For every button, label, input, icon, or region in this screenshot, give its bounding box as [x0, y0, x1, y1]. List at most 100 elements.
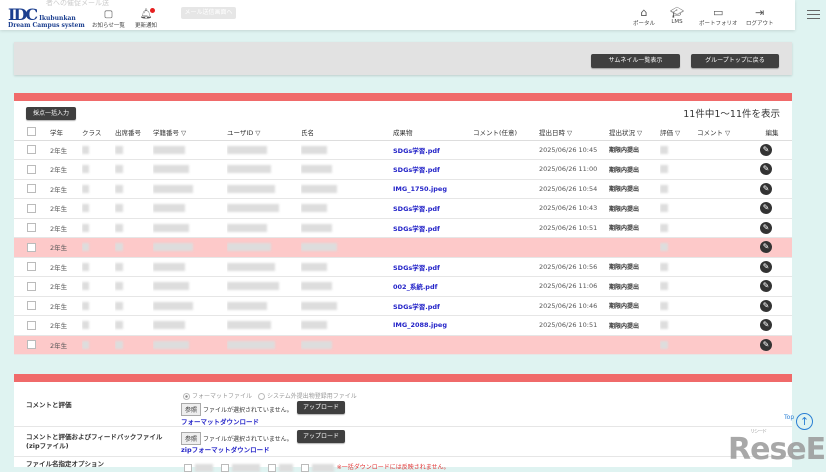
submission-file-link[interactable]: SDGs学習.pdf — [393, 146, 440, 155]
select-all-checkbox[interactable] — [27, 127, 36, 137]
edit-pencil-icon[interactable]: ✎ — [760, 241, 772, 254]
redacted-value — [660, 262, 668, 271]
row-checkbox[interactable] — [27, 242, 36, 252]
edit-pencil-icon[interactable]: ✎ — [760, 202, 772, 215]
upload-button[interactable]: アップロード — [297, 401, 345, 414]
edit-pencil-icon[interactable]: ✎ — [760, 143, 772, 156]
submission-file-link[interactable]: SDGs学習.pdf — [393, 205, 440, 214]
row-checkbox[interactable] — [27, 301, 36, 311]
feedback-label-line2: (zipファイル) — [26, 442, 69, 450]
nav-notices[interactable]: ▢ お知らせ一覧 — [92, 9, 125, 29]
row-checkbox[interactable] — [27, 281, 36, 291]
edit-pencil-icon[interactable]: ✎ — [760, 280, 772, 293]
nav-updates[interactable]: 🔔︎ 更新通知 — [135, 8, 158, 29]
redacted-value — [82, 184, 89, 193]
table-row: 2年生 IMG_1750.jpeg 2025/06/26 10:54 期限内提出… — [14, 179, 792, 199]
row-checkbox[interactable] — [27, 340, 36, 350]
redacted-value — [660, 165, 668, 174]
edit-pencil-icon[interactable]: ✎ — [760, 221, 772, 234]
option-checkbox[interactable] — [300, 463, 309, 472]
redacted-value — [301, 340, 332, 349]
zip-upload-button[interactable]: アップロード — [297, 430, 345, 443]
row-checkbox[interactable] — [27, 203, 36, 213]
redacted-value — [153, 223, 189, 232]
row-checkbox[interactable] — [27, 184, 36, 194]
col-user-id[interactable]: ユーザID ▽ — [227, 124, 301, 141]
submission-file-link[interactable]: IMG_1750.jpeg — [393, 184, 447, 193]
thumbnail-list-button[interactable]: サムネイル一覧表示 — [591, 54, 680, 68]
submission-file-link[interactable]: SDGs学習.pdf — [393, 166, 440, 175]
table-row: 2年生 SDGs学習.pdf 2025/06/26 11:00 期限内提出 ✎ — [14, 159, 792, 180]
group-top-button[interactable]: グループトップに戻る — [691, 54, 779, 68]
table-row: 2年生 ✎ — [14, 335, 792, 355]
redacted-value — [227, 340, 275, 349]
col-status[interactable]: 提出状況 ▽ — [609, 124, 660, 141]
mail-screen-button[interactable]: メール送信画面へ — [181, 7, 236, 19]
redacted-value — [115, 340, 123, 349]
row-checkbox[interactable] — [27, 320, 36, 330]
col-eval[interactable]: 評価 ▽ — [660, 124, 697, 141]
redacted-value — [227, 165, 271, 174]
col-comment-optional: コメント(任意) — [473, 124, 539, 141]
option-checkbox[interactable] — [220, 463, 229, 472]
col-comment[interactable]: コメント ▽ — [697, 124, 752, 141]
bulk-score-button[interactable]: 採点一括入力 — [26, 107, 76, 120]
redacted-value — [82, 145, 89, 154]
edit-pencil-icon[interactable]: ✎ — [760, 338, 772, 351]
redacted-value — [660, 321, 668, 330]
submitted-date: 2025/06/26 10:51 — [539, 218, 609, 238]
redacted-value — [115, 321, 123, 330]
format-download-link[interactable]: フォーマットダウンロード — [181, 418, 259, 426]
col-student-no[interactable]: 学籍番号 ▽ — [153, 124, 227, 141]
logo[interactable]: IDC Ikubunkan Dream Campus system — [8, 7, 90, 30]
row-checkbox[interactable] — [27, 262, 36, 272]
row-checkbox[interactable] — [27, 164, 36, 174]
edit-pencil-icon[interactable]: ✎ — [760, 319, 772, 332]
card-header-bar — [14, 93, 792, 101]
menu-icon[interactable] — [807, 10, 820, 22]
table-row: 2年生 SDGs学習.pdf 2025/06/26 10:56 期限内提出 ✎ — [14, 257, 792, 277]
submissions-card: 採点一括入力 11件中1〜11件を表示 学年 クラス 出席番号 学籍番号 ▽ ユ… — [14, 93, 792, 355]
redacted-value — [660, 282, 668, 291]
submission-file-link[interactable]: SDGs学習.pdf — [393, 224, 440, 233]
radio-format[interactable] — [183, 393, 190, 400]
submission-file-link[interactable]: SDGs学習.pdf — [393, 263, 440, 272]
submission-status: 期限内提出 — [609, 159, 660, 180]
redacted-value — [82, 321, 89, 330]
submission-file-link[interactable]: 002_系統.pdf — [393, 283, 438, 292]
table-row: 2年生 SDGs学習.pdf 2025/06/26 10:46 期限内提出 ✎ — [14, 296, 792, 316]
submission-file-link[interactable]: IMG_2088.jpeg — [393, 321, 447, 330]
arrow-up-icon[interactable]: ↑ — [796, 413, 813, 430]
edit-pencil-icon[interactable]: ✎ — [760, 163, 772, 176]
submission-status: 期限内提出 — [609, 257, 660, 277]
submission-file-link[interactable]: SDGs学習.pdf — [393, 302, 440, 311]
row-checkbox[interactable] — [27, 223, 36, 233]
nav-label: 更新通知 — [135, 23, 158, 29]
nav-portfolio[interactable]: ▭ ポートフォリオ — [699, 6, 738, 27]
logout-icon: ⇥ — [755, 6, 765, 19]
browse-button[interactable]: 参照 — [181, 403, 202, 416]
radio-system[interactable] — [257, 393, 265, 400]
grade-cell: 2年生 — [50, 296, 82, 316]
col-date[interactable]: 提出日時 ▽ — [539, 124, 609, 141]
option-checkbox[interactable] — [184, 463, 192, 472]
zip-download-link[interactable]: zipフォーマットダウンロード — [181, 446, 270, 454]
table-row: 2年生 SDGs学習.pdf 2025/06/26 10:51 期限内提出 ✎ — [14, 218, 792, 238]
edit-pencil-icon[interactable]: ✎ — [760, 260, 772, 273]
option-checkbox[interactable] — [267, 463, 276, 472]
nav-logout[interactable]: ⇥ ログアウト — [746, 6, 774, 27]
col-grade: 学年 — [50, 124, 82, 141]
nav-lms[interactable]: 🎓︎ LMS — [670, 6, 684, 25]
edit-pencil-icon[interactable]: ✎ — [760, 299, 772, 312]
page-top-link[interactable]: Top — [784, 414, 795, 421]
logo-row: IDC Ikubunkan — [8, 7, 90, 23]
redacted-value — [82, 301, 89, 310]
nav-portal[interactable]: ⌂ ポータル — [633, 6, 655, 27]
row-checkbox[interactable] — [27, 145, 36, 155]
edit-pencil-icon[interactable]: ✎ — [760, 182, 772, 195]
col-class: クラス — [82, 124, 115, 141]
redacted-value — [227, 301, 267, 310]
browse-button[interactable]: 参照 — [181, 432, 202, 445]
table-row: 2年生 SDGs学習.pdf 2025/06/26 10:45 期限内提出 ✎ — [14, 140, 792, 160]
redacted-value — [227, 282, 279, 291]
